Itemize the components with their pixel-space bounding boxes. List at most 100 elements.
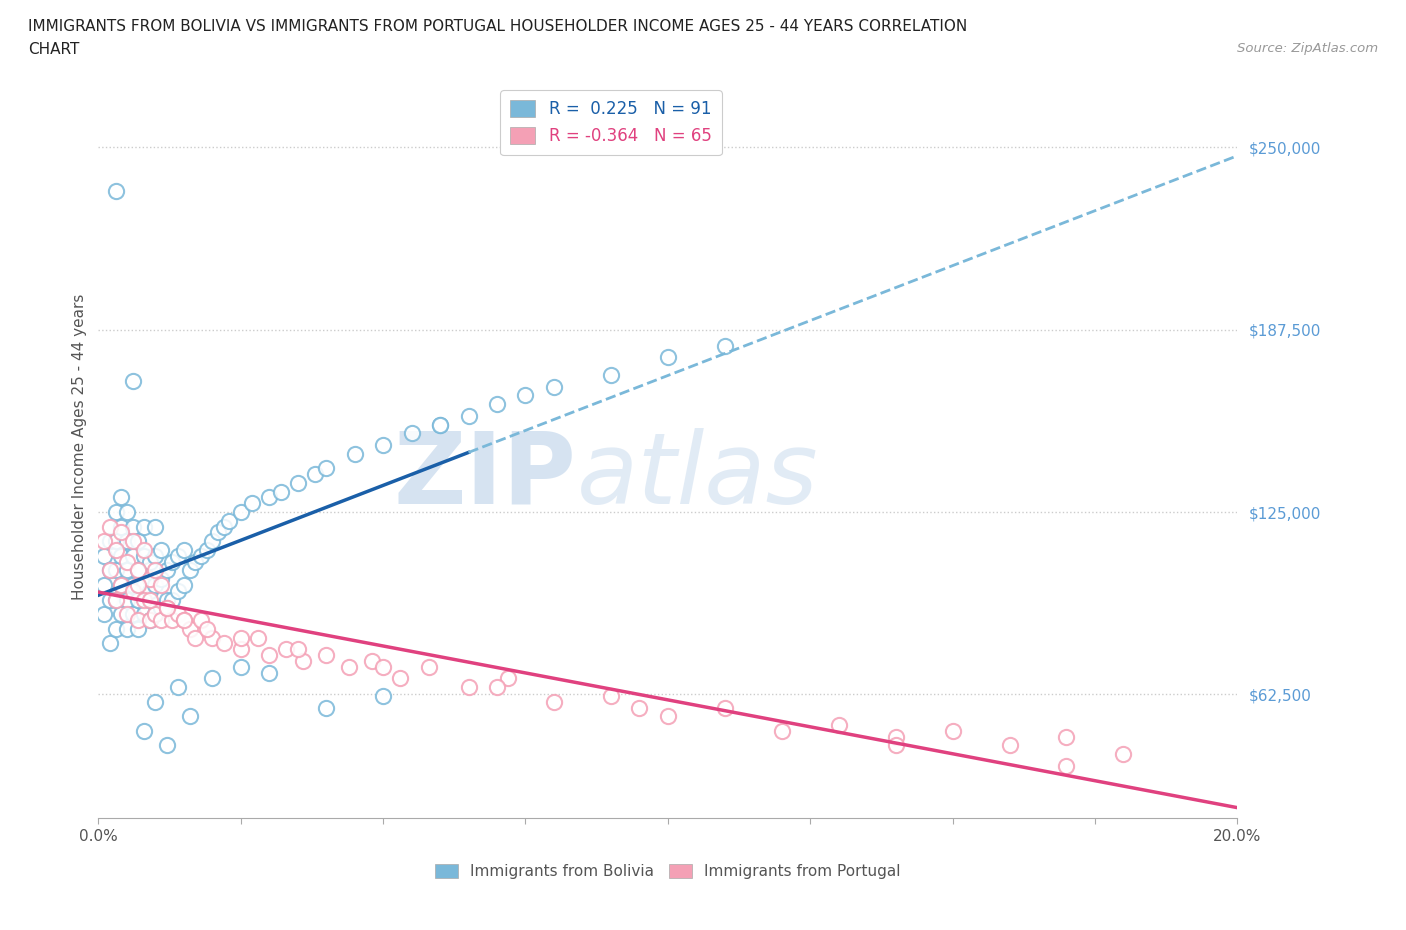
Point: [1056, 729, 1078, 744]
Point: [127, 578, 149, 592]
Point: [98, 563, 121, 578]
Point: [150, 572, 173, 587]
Point: [418, 659, 440, 674]
Point: [127, 563, 149, 578]
Point: [173, 613, 195, 628]
Point: [145, 549, 167, 564]
Point: [93, 578, 115, 592]
Point: [132, 578, 155, 592]
Point: [884, 729, 907, 744]
Point: [145, 578, 167, 592]
Point: [315, 461, 337, 476]
Point: [201, 671, 224, 685]
Point: [515, 388, 537, 403]
Point: [110, 578, 132, 592]
Point: [127, 621, 149, 636]
Point: [240, 496, 263, 511]
Point: [93, 606, 115, 621]
Point: [156, 601, 179, 616]
Point: [115, 606, 138, 621]
Point: [343, 446, 366, 461]
Point: [270, 485, 292, 499]
Point: [132, 724, 155, 738]
Point: [145, 695, 167, 710]
Point: [104, 542, 127, 557]
Point: [150, 601, 173, 616]
Point: [98, 563, 121, 578]
Point: [115, 563, 138, 578]
Point: [457, 408, 479, 423]
Point: [218, 513, 240, 528]
Point: [337, 659, 360, 674]
Point: [127, 563, 149, 578]
Point: [173, 613, 195, 628]
Point: [884, 738, 907, 753]
Point: [150, 613, 173, 628]
Point: [287, 475, 309, 490]
Point: [138, 554, 160, 569]
Point: [138, 613, 160, 628]
Point: [132, 519, 155, 534]
Point: [315, 647, 337, 662]
Point: [201, 534, 224, 549]
Point: [179, 709, 201, 724]
Point: [115, 534, 138, 549]
Point: [429, 417, 451, 432]
Point: [115, 621, 138, 636]
Point: [229, 659, 252, 674]
Point: [304, 467, 326, 482]
Point: [173, 542, 195, 557]
Point: [486, 397, 509, 412]
Point: [145, 606, 167, 621]
Point: [104, 592, 127, 607]
Point: [104, 563, 127, 578]
Point: [104, 505, 127, 520]
Point: [457, 680, 479, 695]
Text: CHART: CHART: [28, 42, 80, 57]
Point: [132, 549, 155, 564]
Point: [1056, 759, 1078, 774]
Point: [195, 542, 218, 557]
Point: [121, 373, 143, 388]
Point: [429, 417, 451, 432]
Point: [315, 700, 337, 715]
Point: [98, 592, 121, 607]
Point: [190, 613, 212, 628]
Point: [162, 592, 184, 607]
Point: [714, 700, 737, 715]
Point: [714, 339, 737, 353]
Y-axis label: Householder Income Ages 25 - 44 years: Householder Income Ages 25 - 44 years: [72, 293, 87, 600]
Point: [115, 592, 138, 607]
Point: [184, 630, 207, 644]
Point: [138, 613, 160, 628]
Point: [600, 367, 623, 382]
Point: [212, 519, 235, 534]
Point: [657, 709, 679, 724]
Point: [145, 606, 167, 621]
Point: [229, 630, 252, 644]
Point: [276, 642, 298, 657]
Point: [121, 534, 143, 549]
Point: [138, 583, 160, 598]
Point: [373, 437, 395, 452]
Point: [104, 592, 127, 607]
Text: Source: ZipAtlas.com: Source: ZipAtlas.com: [1237, 42, 1378, 55]
Point: [167, 549, 190, 564]
Point: [373, 659, 395, 674]
Point: [145, 519, 167, 534]
Point: [389, 671, 412, 685]
Point: [138, 572, 160, 587]
Point: [115, 505, 138, 520]
Point: [121, 549, 143, 564]
Point: [486, 680, 509, 695]
Point: [828, 718, 851, 733]
Point: [770, 724, 793, 738]
Point: [179, 621, 201, 636]
Point: [110, 519, 132, 534]
Point: [246, 630, 269, 644]
Point: [110, 606, 132, 621]
Point: [184, 554, 207, 569]
Point: [167, 680, 190, 695]
Point: [110, 490, 132, 505]
Point: [110, 578, 132, 592]
